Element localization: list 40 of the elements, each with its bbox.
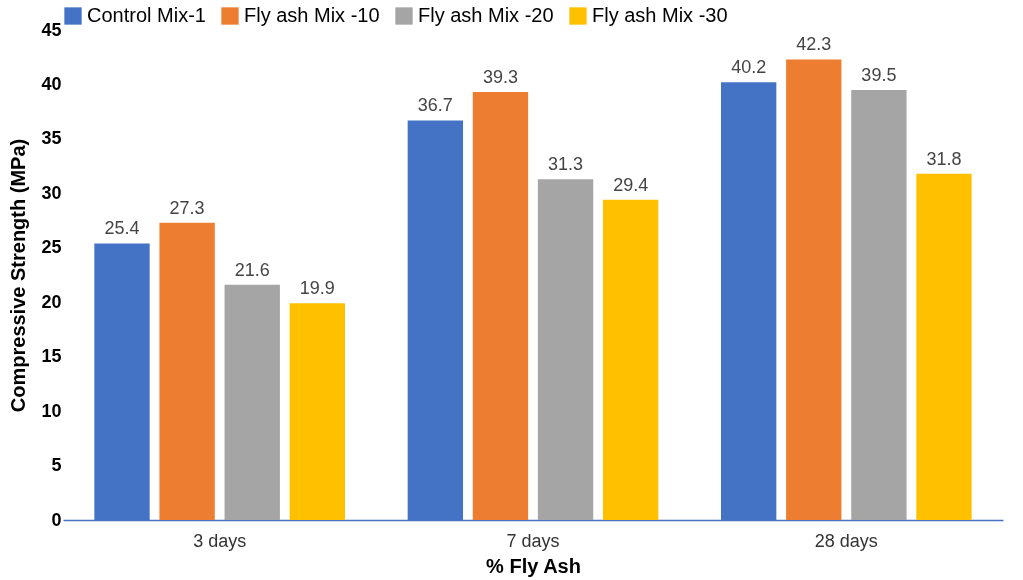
y-tick-label: 5: [51, 455, 62, 476]
data-label: 19.9: [299, 278, 335, 299]
legend-label: Fly ash Mix -30: [592, 4, 728, 26]
bar: [916, 173, 972, 520]
bar: [602, 199, 659, 520]
y-tick-label: 40: [41, 73, 62, 94]
bar: [224, 284, 280, 520]
data-label: 25.4: [104, 218, 140, 239]
data-label: 36.7: [417, 95, 453, 116]
y-tick-label: 0: [51, 509, 62, 530]
legend-label: Control Mix-1: [87, 4, 206, 26]
x-tick-label: 7 days: [506, 530, 560, 551]
x-tick-label: 3 days: [193, 530, 247, 551]
y-tick-label: 30: [41, 182, 62, 203]
y-axis-title: Compressive Strength (MPa): [7, 138, 30, 413]
bar: [537, 179, 594, 520]
bar: [472, 92, 529, 520]
data-label: 39.3: [482, 67, 518, 88]
data-label: 29.4: [613, 174, 649, 195]
y-tick-label: 45: [41, 19, 62, 40]
x-tick-label: 28 days: [814, 530, 878, 551]
bar: [851, 89, 907, 520]
data-label: 27.3: [169, 197, 205, 218]
y-tick-label: 15: [41, 346, 62, 367]
y-tick-label: 20: [41, 291, 62, 312]
bar: [289, 303, 345, 520]
x-axis-title: % Fly Ash: [486, 554, 581, 577]
data-label: 31.8: [926, 148, 962, 169]
y-tick-label: 35: [41, 128, 62, 149]
y-tick-label: 25: [41, 237, 62, 258]
data-label: 40.2: [731, 57, 767, 78]
bar: [786, 59, 842, 520]
legend-label: Fly ash Mix -20: [418, 4, 554, 26]
data-label: 42.3: [796, 34, 832, 55]
y-tick-label: 10: [41, 400, 62, 421]
data-label: 31.3: [548, 154, 584, 175]
data-label: 21.6: [234, 259, 270, 280]
bar: [159, 222, 215, 520]
legend-label: Fly ash Mix -10: [244, 4, 380, 26]
data-label: 39.5: [861, 64, 897, 85]
